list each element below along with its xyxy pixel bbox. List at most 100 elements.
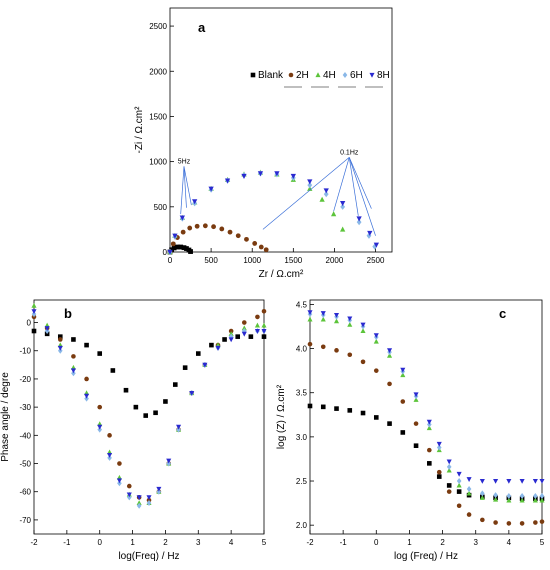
data-point (539, 478, 545, 484)
panel-b-phase-plot: -2 -1 0 1 2 3 4 50-10-20-30-40-50-60-70log(Freq… (0, 299, 267, 562)
x-tick-label: 1 (130, 538, 135, 547)
legend-label: 8H (377, 70, 390, 81)
data-point (479, 495, 485, 500)
data-point (171, 245, 177, 251)
data-point (506, 521, 512, 526)
data-point (189, 390, 195, 396)
data-point (307, 182, 313, 189)
y-tick-label: -60 (19, 488, 31, 497)
data-point (493, 492, 498, 499)
legend-marker (288, 72, 294, 78)
data-point (356, 219, 362, 226)
data-point (116, 478, 122, 484)
data-point (373, 338, 379, 344)
data-point (263, 247, 269, 253)
series-4h (31, 302, 267, 506)
x-tick-label: 5 (262, 538, 267, 547)
series-8h (307, 310, 545, 484)
data-point (84, 376, 89, 382)
data-point (373, 333, 379, 339)
data-point (334, 348, 339, 353)
y-tick-label: -70 (19, 516, 31, 525)
data-point (222, 337, 227, 342)
data-point (261, 308, 267, 314)
data-point (290, 173, 296, 179)
data-point (156, 486, 162, 492)
legend-item-8h: 8H (365, 70, 390, 88)
x-tick-label: 5 (540, 538, 545, 547)
data-point (360, 359, 366, 365)
data-point (153, 410, 158, 416)
data-point (320, 344, 326, 350)
x-tick-label: -2 (306, 538, 314, 547)
data-point (519, 497, 525, 503)
legend-item-4h: 4H (311, 70, 336, 88)
data-point (366, 232, 372, 239)
data-point (426, 425, 432, 431)
y-tick-label: 2.5 (296, 477, 308, 486)
data-point (493, 478, 499, 484)
panel-letter: b (64, 306, 72, 321)
x-tick-label: 2 (163, 538, 168, 547)
plot-frame (33, 299, 265, 535)
data-point (427, 461, 432, 466)
panel-c-bode-modulus-plot: -2 -1 0 1 2 3 4 5 2.0 2.5 3.0 3.5 4.0 4.5 log (Freq) /… (276, 299, 545, 562)
data-point (146, 495, 152, 501)
y-tick-label: 4.5 (296, 300, 308, 309)
data-point (163, 399, 168, 404)
data-point (107, 452, 113, 458)
annotation-0-1hz: 0.1Hz (340, 149, 359, 156)
data-point (241, 331, 247, 337)
x-tick-label: -2 (30, 538, 38, 547)
legend-marker (250, 72, 256, 78)
legend-label: 2H (296, 70, 309, 81)
data-point (172, 233, 178, 239)
annotation-leader (180, 166, 185, 215)
x-tick-label: 500 (204, 256, 218, 265)
data-point (333, 318, 340, 324)
data-point (227, 229, 233, 235)
data-point (446, 489, 452, 494)
data-point (493, 496, 499, 502)
data-point (57, 337, 63, 342)
series-6h (167, 170, 378, 256)
data-point (228, 337, 234, 343)
data-point (387, 352, 393, 358)
data-point (235, 334, 241, 339)
y-tick-label: 1500 (149, 112, 167, 121)
data-point (181, 245, 187, 251)
data-point (166, 460, 172, 467)
data-point (143, 413, 149, 418)
series-2h (307, 341, 545, 526)
data-point (228, 328, 234, 334)
data-point (347, 321, 353, 327)
data-point (187, 225, 193, 231)
data-point (319, 196, 325, 202)
data-point (202, 223, 208, 229)
data-point (533, 493, 538, 500)
series-4h (167, 169, 346, 255)
x-axis-label: Zr / Ω.cm² (259, 269, 304, 280)
data-point (57, 345, 63, 351)
data-point (170, 241, 176, 247)
data-point (400, 372, 406, 378)
data-point (31, 302, 37, 308)
data-point (219, 226, 225, 232)
x-tick-label: 0 (168, 256, 173, 265)
panel-letter: a (198, 20, 206, 35)
annotation-leader (348, 157, 376, 236)
x-tick-label: 4 (507, 538, 512, 547)
data-point (333, 312, 340, 318)
data-point (413, 443, 419, 448)
data-point (209, 342, 214, 348)
data-point (257, 171, 264, 177)
annotation-leader (333, 157, 350, 212)
data-point (255, 314, 260, 320)
data-point (400, 399, 406, 404)
data-point (506, 497, 512, 503)
data-point (387, 421, 392, 426)
data-point (224, 178, 231, 184)
data-point (360, 410, 366, 416)
data-point (456, 471, 462, 477)
data-point (97, 351, 103, 356)
